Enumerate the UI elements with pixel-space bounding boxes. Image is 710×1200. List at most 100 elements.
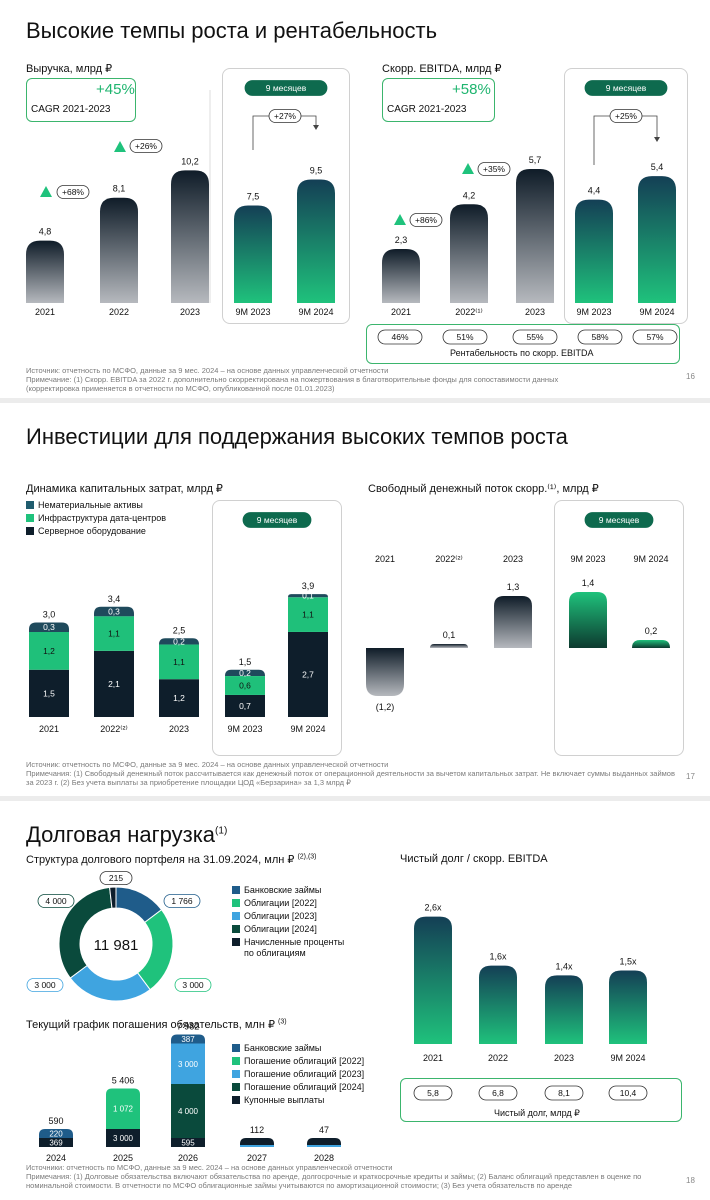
- revenue-category-label: 2021: [35, 307, 55, 317]
- revenue-growth: +45%: [96, 81, 135, 98]
- nine-months-pill-text: 9 месяцев: [599, 515, 640, 525]
- legend-swatch: [232, 1057, 240, 1065]
- netdebt-value-label: 2,6x: [424, 903, 442, 913]
- nine-months-pill-text: 9 месяцев: [257, 515, 298, 525]
- portfolio-label-sup: (2),(3): [297, 853, 317, 861]
- schedule-segment-label: 3 000: [113, 1134, 134, 1143]
- schedule-category-label: 2027: [247, 1153, 267, 1163]
- netdebt-bar: [479, 965, 517, 1044]
- margin-pill: [577, 329, 623, 345]
- revenue-growth-pill-text: +27%: [274, 111, 296, 121]
- legend-item: Банковские займы: [232, 885, 321, 896]
- legend-text: Купонные выплаты: [244, 1095, 325, 1105]
- ebitda-category-label: 2023: [525, 307, 545, 317]
- capex-segment-label: 0,6: [239, 681, 251, 691]
- nine-months-pill-text: 9 месяцев: [606, 83, 647, 93]
- netdebt-category-label: 2023: [554, 1053, 574, 1063]
- fcf-bar: [569, 592, 607, 648]
- ebitda-growth-pill-text: +25%: [615, 111, 637, 121]
- capex-segment-label: 0,3: [43, 622, 55, 632]
- schedule-label: Текущий график погашения обязательств, м…: [26, 1018, 287, 1031]
- capex-category-label: 9M 2023: [227, 724, 262, 734]
- slide17-title: Инвестиции для поддержания высоких темпо…: [26, 424, 568, 449]
- footnote: Источники: отчетность по МСФО, данные за…: [26, 1163, 393, 1172]
- donut-slice: [69, 964, 151, 1002]
- legend-item: Купонные выплаты: [232, 1095, 324, 1106]
- schedule-bar-segment: [307, 1138, 341, 1147]
- legend-text: Банковские займы: [244, 885, 322, 895]
- revenue-9m-box: [222, 68, 350, 324]
- revenue-growth-pill: [56, 185, 90, 199]
- capex-bar-segment: [225, 676, 265, 695]
- schedule-total-label: 5 406: [112, 1075, 135, 1085]
- revenue-category-label: 2023: [180, 307, 200, 317]
- legend-text: Погашение облигаций [2022]: [244, 1056, 365, 1066]
- legend-text: Серверное оборудование: [38, 526, 146, 536]
- schedule-segment-label: 4 000: [178, 1107, 199, 1116]
- capex-total-label: 2,5: [173, 625, 186, 635]
- schedule-total-label: 47: [319, 1125, 329, 1135]
- capex-total-label: 3,9: [302, 581, 315, 591]
- schedule-segment-label: 369: [49, 1139, 63, 1148]
- netdebt-pill-text: 8,1: [558, 1088, 570, 1098]
- revenue-value-label: 10,2: [181, 156, 199, 166]
- revenue-category-label: 9M 2024: [298, 307, 333, 317]
- legend-item: Нематериальные активы: [26, 500, 143, 511]
- capex-total-label: 3,4: [108, 594, 121, 604]
- revenue-value-label: 9,5: [310, 166, 323, 176]
- fcf-value-label: 1,4: [582, 578, 595, 588]
- schedule-bar-segment: [240, 1145, 274, 1147]
- ebitda-bar: [516, 169, 554, 303]
- capex-bar-segment: [288, 631, 328, 717]
- netdebt-category-label: 9M 2024: [610, 1053, 645, 1063]
- schedule-category-label: 2026: [178, 1153, 198, 1163]
- netdebt-label: Чистый долг / скорр. EBITDA: [400, 853, 548, 865]
- margin-pill-text: 55%: [526, 332, 543, 342]
- legend-item: Банковские займы: [232, 1043, 321, 1054]
- schedule-bar-segment: [106, 1128, 140, 1147]
- legend-text: Облигации [2024]: [244, 924, 317, 934]
- nine-months-pill: [242, 512, 312, 528]
- margin-pill: [632, 329, 678, 345]
- fcf-value-label: 0,2: [645, 626, 658, 636]
- schedule-total-label: 7 982: [177, 1022, 200, 1032]
- ebitda-bar: [638, 176, 676, 303]
- legend-text: Облигации [2022]: [244, 898, 317, 908]
- legend-text: Погашение облигаций [2024]: [244, 1082, 365, 1092]
- schedule-segment-label: 220: [49, 1130, 63, 1139]
- fcf-label: Свободный денежный поток скорр.⁽¹⁾, млрд…: [368, 483, 599, 495]
- netdebt-pill-text: 6,8: [492, 1088, 504, 1098]
- portfolio-label-text: Структура долгового портфеля на 31.09.20…: [26, 854, 295, 866]
- capex-bar-segment: [94, 616, 134, 651]
- margin-pill: [512, 329, 558, 345]
- donut-callout-text: 3 000: [34, 980, 56, 990]
- capex-segment-label: 1,2: [173, 693, 185, 703]
- revenue-value-label: 4,8: [39, 227, 52, 237]
- capex-bar-segment: [159, 644, 199, 680]
- fcf-bar: [494, 596, 532, 648]
- donut-callout: [163, 894, 201, 908]
- ebitda-growth-pill: [409, 213, 443, 227]
- capex-total-label: 3,0: [43, 610, 56, 620]
- revenue-bar: [100, 197, 138, 303]
- capex-segment-label: 0,7: [239, 701, 251, 711]
- legend-text: Начисленные проценты: [244, 937, 345, 947]
- donut-callout: [99, 871, 133, 885]
- revenue-bar: [171, 170, 209, 303]
- netdebt-bar: [609, 970, 647, 1044]
- legend-swatch: [232, 1083, 240, 1091]
- slide18-title: Долговая нагрузка(1): [26, 822, 227, 848]
- legend-swatch: [232, 912, 240, 920]
- capex-bar-segment: [225, 669, 265, 677]
- legend-text: Погашение облигаций [2023]: [244, 1069, 365, 1079]
- legend-swatch: [232, 938, 240, 946]
- revenue-growth-pill-text: +26%: [135, 141, 157, 151]
- growth-up-icon: [394, 214, 406, 225]
- fcf-bar: [632, 640, 670, 648]
- capex-total-label: 1,5: [239, 657, 252, 667]
- fcf-category-label: 2023: [503, 554, 523, 564]
- schedule-label-text: Текущий график погашения обязательств, м…: [26, 1019, 275, 1031]
- revenue-growth-pill: [129, 139, 163, 153]
- capex-segment-label: 0,2: [239, 668, 251, 678]
